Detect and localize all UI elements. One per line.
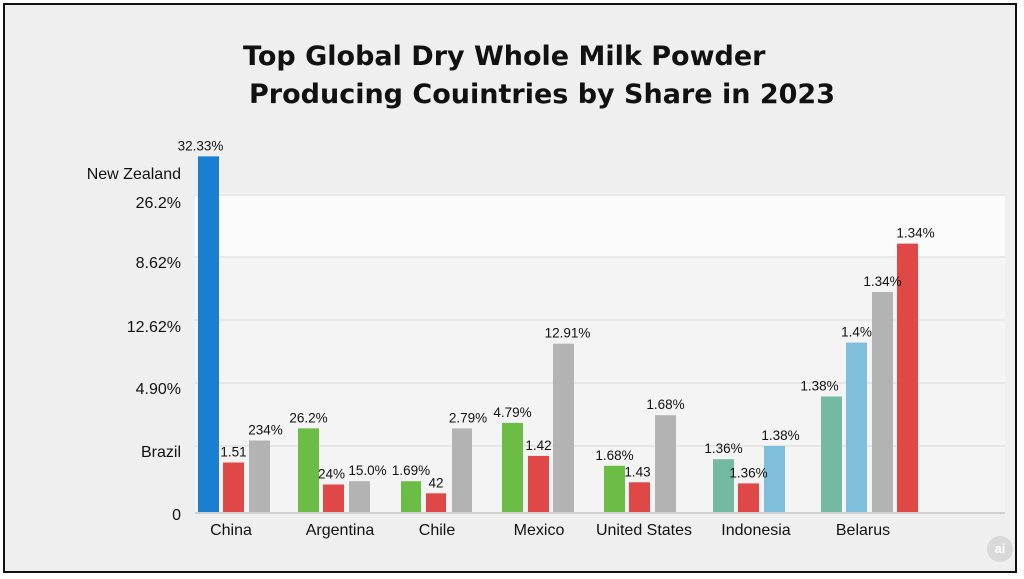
ai-badge: ai (987, 536, 1013, 562)
bar-value-label: 234% (248, 423, 283, 438)
bar (349, 481, 370, 512)
bar-value-label: 26.2% (289, 410, 327, 425)
bar-value-label: 1.4% (841, 325, 872, 340)
bar-value-label: 32.33% (178, 138, 224, 153)
bar (323, 484, 344, 512)
bar-value-label: 1.34% (896, 226, 934, 241)
bar (764, 446, 785, 512)
bar-value-label: 1.68% (646, 397, 684, 412)
bar-value-label: 4.79% (493, 405, 531, 420)
y-tick-label: 26.2% (136, 195, 181, 212)
bar-value-label: 1.51 (220, 445, 246, 460)
bar-value-label: 1.38% (800, 379, 838, 394)
y-tick-label: New Zealand (87, 166, 181, 183)
y-axis-ticks: New Zealand 26.2% 8.62% 12.62% 4.90% Brazil 0 (87, 166, 181, 524)
bar-value-label: 1.68% (595, 448, 633, 463)
bar-value-label: 1.36% (729, 465, 767, 480)
bar (401, 481, 421, 512)
x-tick-label: Chile (419, 522, 456, 539)
bar (604, 465, 625, 512)
bar-value-label: 24% (318, 467, 345, 482)
x-tick-label: Mexico (514, 522, 565, 539)
bar (249, 440, 270, 512)
chart-title-line-2: Producing Couintries by Share in 2023 (249, 79, 835, 110)
bar-value-label: 1.42 (525, 438, 551, 453)
x-tick-label: Indonesia (721, 522, 790, 539)
bar (655, 415, 676, 512)
bar (452, 428, 472, 512)
bar-value-label: 1.69% (392, 463, 430, 478)
x-tick-label: Argentina (306, 522, 375, 539)
grid (195, 193, 1005, 514)
bar-value-label: 12.91% (545, 326, 591, 341)
bar-value-label: 1.36% (704, 441, 742, 456)
bar (502, 422, 523, 512)
y-tick-label: 0 (172, 507, 181, 524)
bar-value-label: 42 (428, 475, 443, 490)
bars (198, 156, 918, 512)
bar (629, 482, 650, 512)
bar (426, 493, 446, 512)
bar (846, 342, 867, 512)
bar-value-label: 1.43 (624, 464, 650, 479)
bar (198, 156, 219, 512)
bar (821, 396, 842, 512)
bar (528, 455, 549, 512)
y-tick-label: 4.90% (136, 381, 181, 398)
y-tick-label: Brazil (141, 444, 181, 461)
bar-value-label: 1.38% (761, 428, 799, 443)
x-tick-label: Belarus (836, 522, 890, 539)
y-tick-label: 12.62% (127, 319, 181, 336)
chart-title-line-1: Top Global Dry Whole Milk Powder (243, 41, 766, 72)
x-tick-label: China (210, 522, 252, 539)
bar (223, 462, 244, 512)
bar (897, 243, 918, 512)
bar (298, 428, 319, 512)
bar (738, 483, 759, 512)
x-tick-label: United States (596, 522, 692, 539)
bar-value-label: 1.34% (863, 274, 901, 289)
x-axis-ticks: China Argentina Chile Mexico United States In… (210, 522, 890, 539)
bar-value-label: 15.0% (348, 463, 386, 478)
bar (713, 459, 734, 512)
bar (872, 292, 893, 512)
chart-frame: 32.33% 1.51 234% 26.2% 24% 15.0% 1.69% 42 2.79% 4… (3, 3, 1017, 573)
bar-value-label: 2.79% (449, 410, 487, 425)
bar (553, 343, 574, 512)
y-tick-label: 8.62% (136, 255, 181, 272)
plot-band (195, 195, 1005, 257)
